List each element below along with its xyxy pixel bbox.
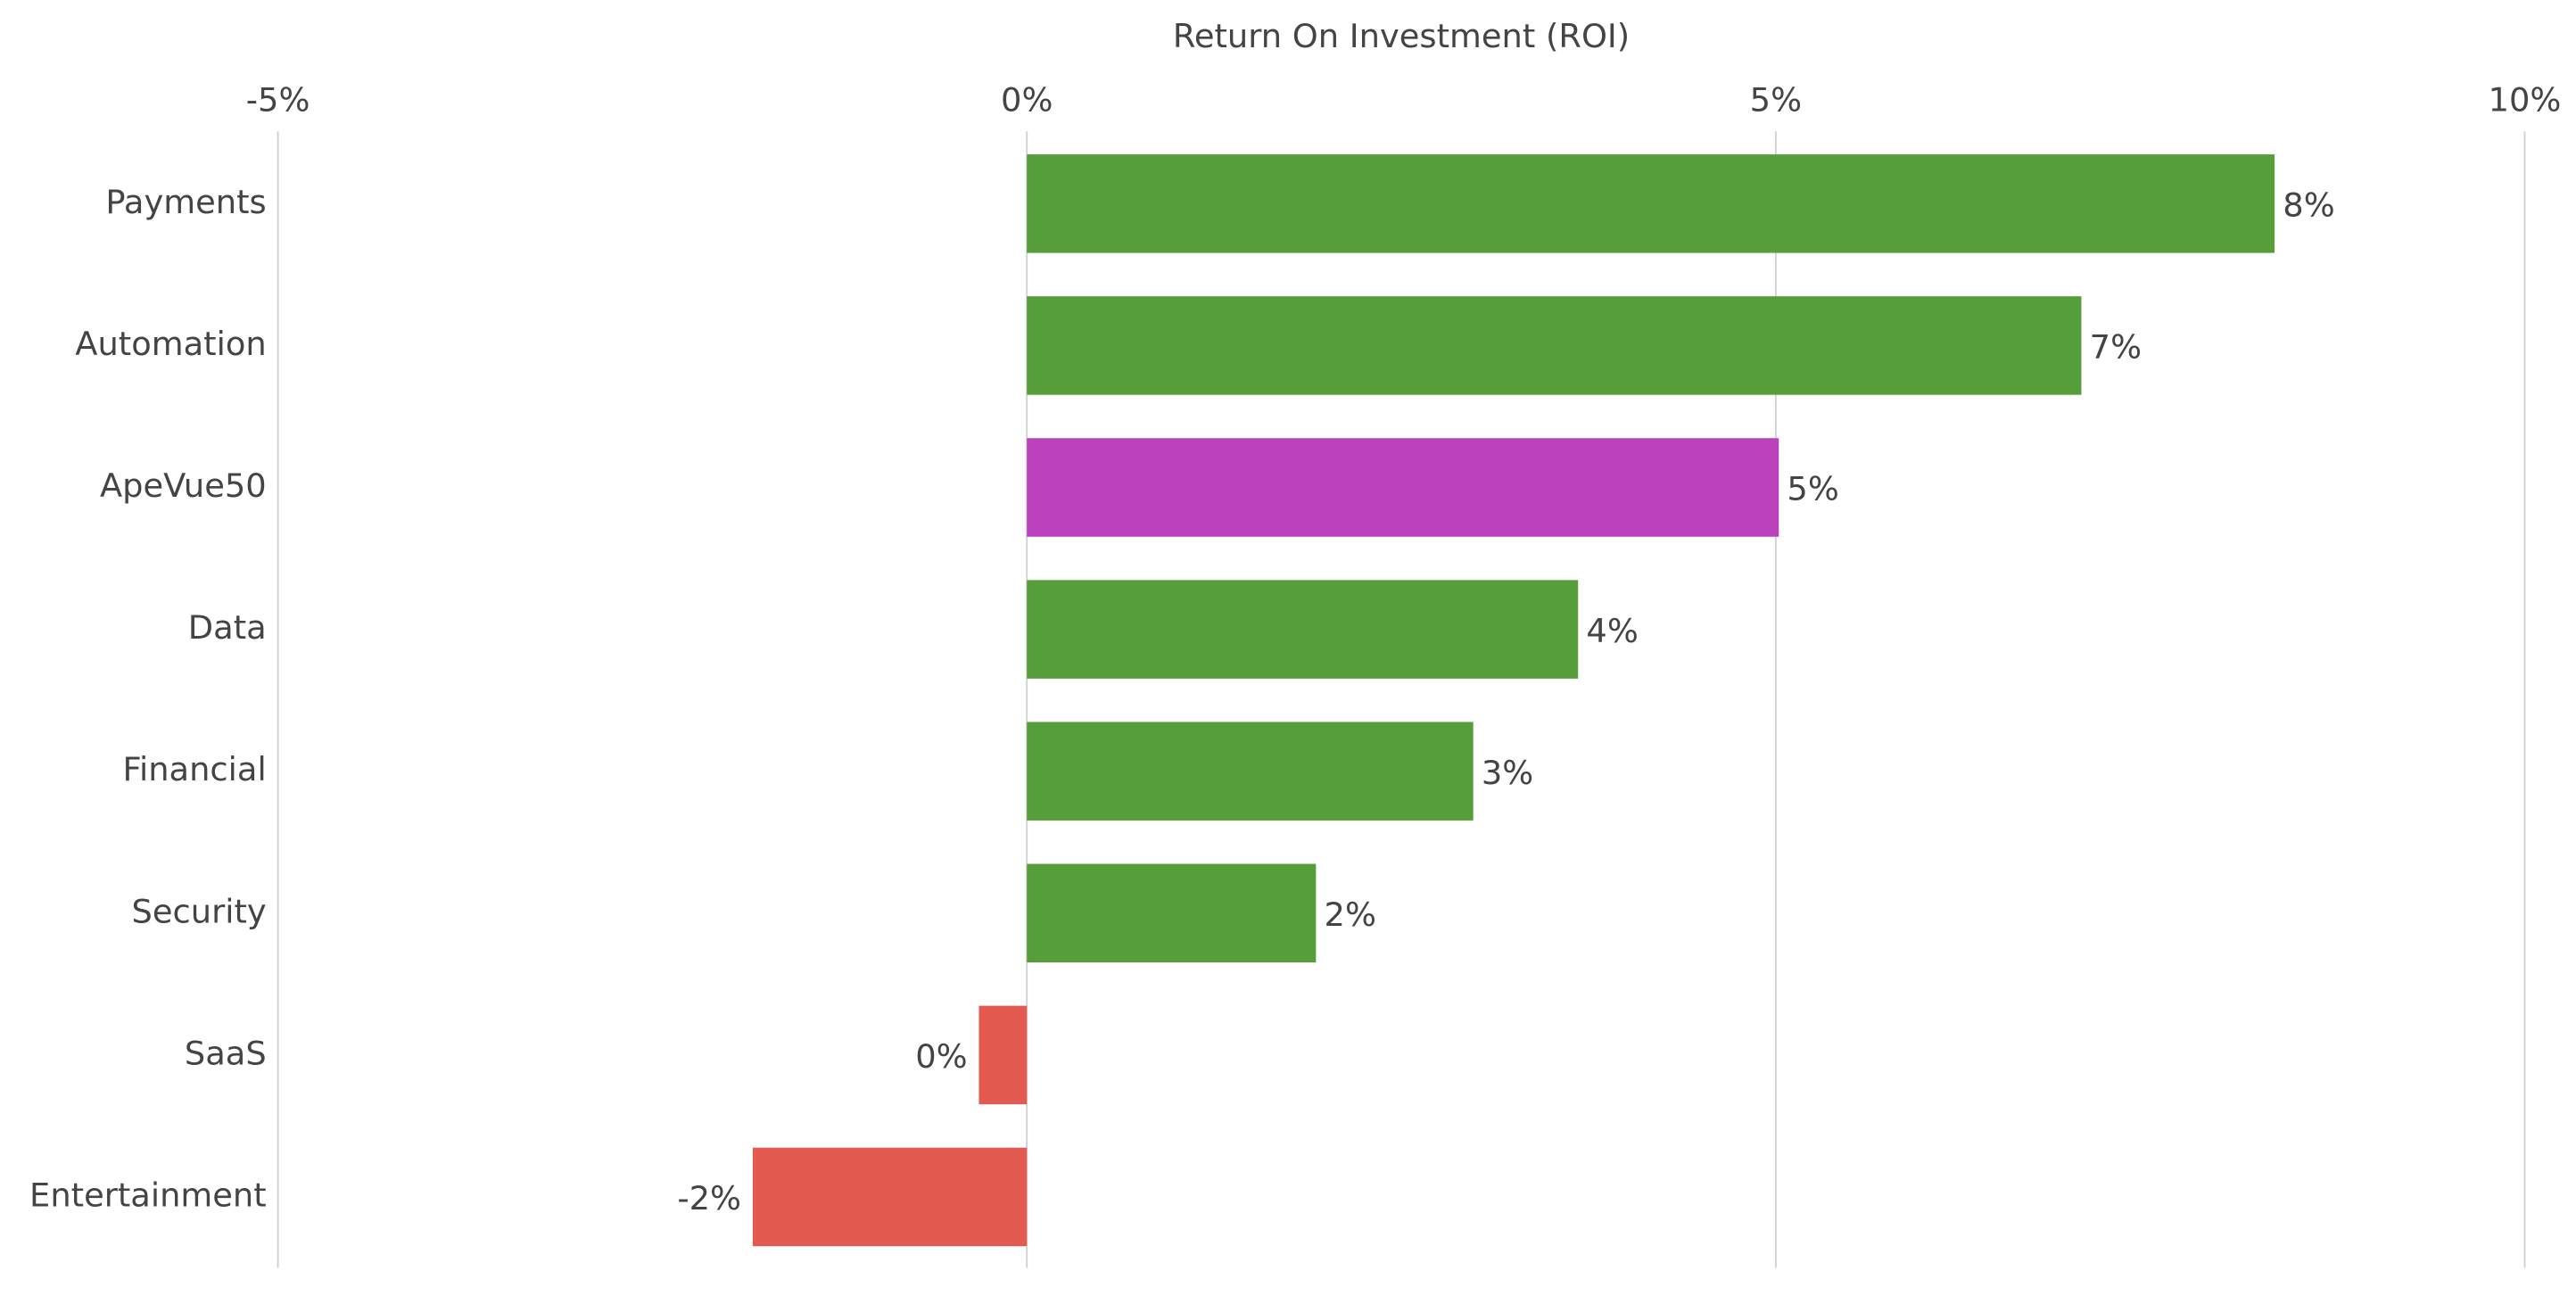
x-tick-label: -5% (246, 81, 310, 120)
x-tick-label: 0% (1001, 81, 1053, 120)
y-tick-label: Security (132, 892, 267, 930)
y-tick-label: Data (188, 608, 267, 647)
y-tick-label: Entertainment (29, 1176, 267, 1214)
data-label: 3% (1482, 754, 1533, 792)
data-label: 8% (2283, 186, 2334, 225)
bar (1027, 863, 1317, 963)
bar (1027, 296, 2082, 395)
bar (1027, 722, 1474, 821)
bar (978, 1005, 1028, 1105)
y-tick-label: ApeVue50 (100, 466, 267, 505)
bar (752, 1147, 1028, 1247)
data-label: 0% (915, 1037, 967, 1076)
y-tick-label: Automation (75, 325, 266, 363)
data-label: 2% (1325, 895, 1376, 934)
y-tick-label: Financial (123, 750, 267, 788)
y-tick-label: SaaS (185, 1034, 267, 1072)
data-label: -2% (677, 1179, 741, 1217)
data-label: 4% (1586, 612, 1638, 650)
x-tick-label: 10% (2489, 81, 2562, 120)
x-axis-title: Return On Investment (ROI) (1173, 17, 1630, 55)
y-tick-label: Payments (105, 183, 266, 221)
bar (1027, 580, 1579, 679)
x-tick-label: 5% (1750, 81, 1802, 120)
bar (1027, 438, 1779, 537)
bar (1027, 154, 2275, 253)
data-label: 5% (1787, 470, 1838, 508)
data-label: 7% (2090, 328, 2142, 367)
